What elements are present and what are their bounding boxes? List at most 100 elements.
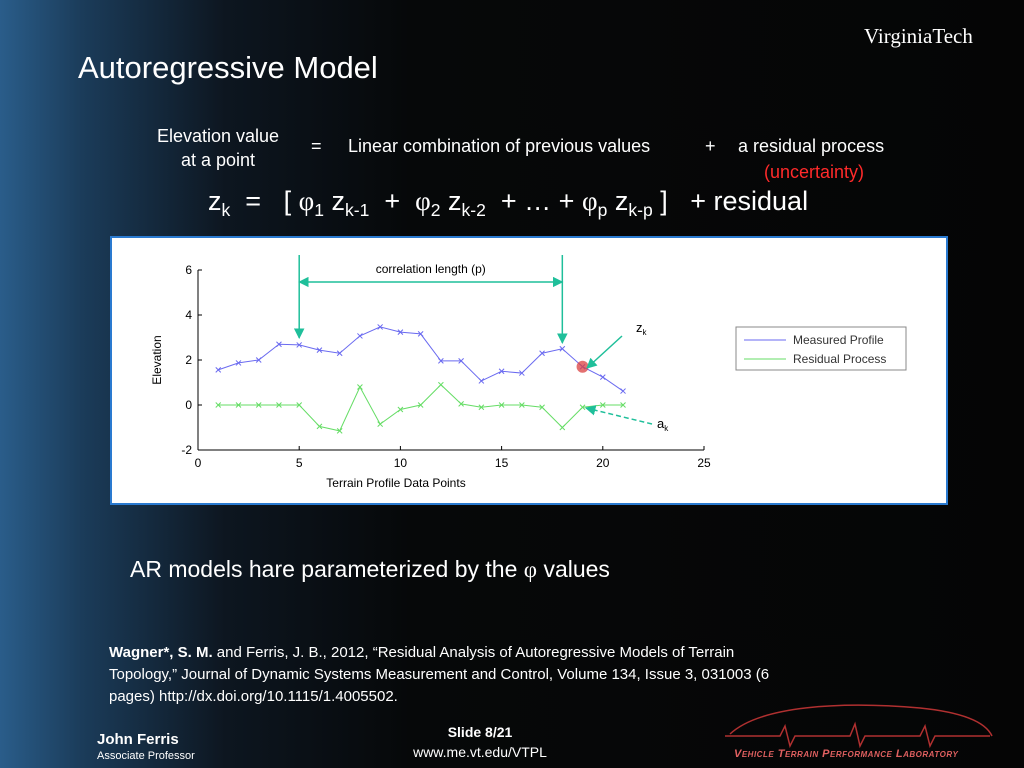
point [539,350,545,357]
point [215,402,222,408]
point [296,402,303,408]
x-marker [276,341,282,348]
x-marker [357,384,363,390]
y-tick-label: 6 [185,263,192,277]
point [336,428,343,434]
eq: φ [581,186,598,216]
x-marker [336,428,343,434]
x-marker [215,367,222,373]
x-marker [458,358,464,364]
point [559,424,566,431]
point [478,404,485,411]
x-marker [296,402,303,408]
eq: = [245,186,262,216]
x-marker [316,423,323,430]
citation: Wagner*, S. M. and Ferris, J. B., 2012, … [109,642,779,708]
x-marker [276,402,282,408]
x-marker [397,329,404,335]
x-marker [620,402,626,408]
text: values [543,556,610,582]
lab-name: Vehicle Terrain Performance Laboratory [734,748,959,760]
eq: k-2 [461,200,486,221]
eq: k-1 [344,200,370,221]
eq: ] [660,186,668,216]
x-marker [438,381,444,388]
ak-label: ak [657,416,669,433]
x-axis-label: Terrain Profile Data Points [326,476,465,490]
point [397,406,404,413]
point [438,381,444,388]
text: at a point [180,150,256,170]
text: φ [523,557,538,582]
legend-label: Residual Process [793,352,886,366]
point [316,423,323,430]
point [296,342,303,348]
eq: 2 [430,200,441,221]
text: a [657,416,665,431]
text: k [643,328,648,337]
lab-logo-art [725,704,993,749]
x-marker [599,374,606,380]
logo: VirginiaTech [864,24,973,48]
point [458,401,464,407]
x-marker [438,358,444,364]
y-axis-label: Elevation [150,335,164,384]
x-marker [377,324,384,330]
x-marker [620,388,626,394]
point [276,402,282,408]
x-tick-label: 15 [495,456,509,470]
point [559,345,566,352]
point [235,360,242,366]
y-tick-label: 2 [185,353,192,367]
eq: z [614,186,629,216]
car-outline [729,704,993,737]
point [518,370,525,376]
point [377,324,384,330]
x-marker [539,404,545,411]
zk-label: zk [636,320,648,337]
series-line [218,384,624,432]
x-marker [235,360,242,366]
text: AR models hare parameterized by the [130,556,518,582]
x-marker [255,357,262,363]
point [599,374,606,380]
x-marker [498,368,505,375]
text: Linear combination of previous values [348,136,651,156]
x-marker [255,402,262,408]
legend-box [735,326,907,371]
x-marker [478,378,485,384]
eq: z [331,186,345,216]
annotation-label: correlation length (p) [376,262,486,276]
x-marker [559,345,566,352]
point [417,331,424,337]
point [336,350,343,357]
x-tick-label: 25 [697,456,711,470]
point [377,421,384,427]
point [417,402,424,408]
summary: AR models hare parameterized by the φ va… [130,556,610,583]
point [620,402,626,408]
x-marker [377,421,384,427]
x-tick-label: 10 [394,456,408,470]
eq: + [384,186,401,216]
point [498,368,505,375]
x-marker [397,406,404,413]
eq: + … + [500,186,575,216]
point [478,378,485,384]
url: www.me.vt.edu/VTPL [413,744,547,760]
y-tick-label: 4 [185,308,192,322]
text: z [636,320,643,335]
authors: Wagner*, S. M. [109,644,213,661]
heartbeat [725,721,990,749]
point [599,402,606,408]
x-marker [296,342,303,348]
x-marker [235,402,242,408]
point [357,333,363,339]
point [579,404,586,411]
point [498,402,505,408]
role: Associate Professor [97,750,195,762]
eq: φ [415,186,431,216]
point [235,402,242,408]
